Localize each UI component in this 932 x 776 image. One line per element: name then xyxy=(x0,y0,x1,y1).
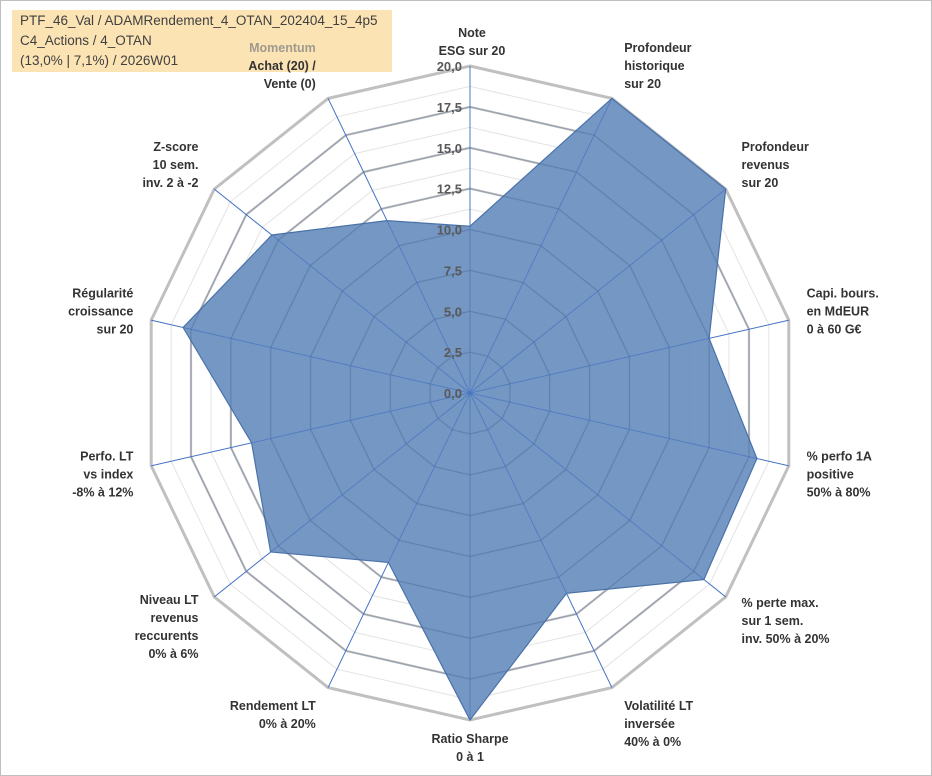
axis-label-line: sur 20 xyxy=(624,77,661,91)
axis-spoke-overlay xyxy=(151,392,471,467)
axis-label-line: sur 1 sem. xyxy=(742,614,804,628)
tick-label: 5,0 xyxy=(444,304,462,319)
axis-label-line: sur 20 xyxy=(742,176,779,190)
tick-label: 7,5 xyxy=(444,263,462,278)
axis-label: Volatilité LT inversée 40% à 0% xyxy=(624,699,693,749)
axis-label-line: 0 à 60 G€ xyxy=(807,323,862,337)
axis-label-line: sur 20 xyxy=(97,323,134,337)
portfolio-info-box: PTF_46_Val / ADAMRendement_4_OTAN_202404… xyxy=(12,10,392,72)
axis-label-line: revenus xyxy=(742,158,790,172)
axis-label-line: Perfo. LT xyxy=(80,449,134,463)
axis-label-line: croissance xyxy=(68,305,133,319)
axis-label: Régularité croissance sur 20 xyxy=(68,287,133,337)
axis-label-line: reccurents xyxy=(135,629,199,643)
axis-label-line: Profondeur xyxy=(624,41,691,55)
axis-label: Capi. bours. en MdEUR 0 à 60 G€ xyxy=(807,287,879,337)
axis-label-line: Niveau LT xyxy=(140,593,199,607)
axis-label-line: Momentum xyxy=(249,41,316,55)
axis-spoke-overlay xyxy=(151,319,471,394)
tick-label: 17,5 xyxy=(437,100,462,115)
axis-label: Ratio Sharpe 0 à 1 xyxy=(431,732,508,764)
radar-tick-labels: 0,0 2,5 5,0 7,5 10,0 12,5 15,0 17,5 20,0 xyxy=(437,59,462,401)
axis-label-line: inv. 2 à -2 xyxy=(142,176,198,190)
axis-spoke-overlay xyxy=(327,392,471,688)
axis-label-line: ESG sur 20 xyxy=(439,44,506,58)
tick-label: 12,5 xyxy=(437,182,462,197)
axis-label-line: Z-score xyxy=(153,140,198,154)
axis-label-line: % perte max. xyxy=(742,596,819,610)
axis-spoke-overlay xyxy=(469,98,613,394)
axis-label: Profondeur revenus sur 20 xyxy=(742,140,809,190)
axis-label: Perfo. LT vs index -8% à 12% xyxy=(72,449,134,499)
axis-spoke-overlay xyxy=(469,319,789,394)
axis-label-line: en MdEUR xyxy=(807,305,870,319)
axis-label-line: % perfo 1A xyxy=(807,449,872,463)
axis-spoke-overlay xyxy=(469,392,726,598)
axis-spoke-overlay xyxy=(214,392,471,598)
axis-label-line: Capi. bours. xyxy=(807,287,879,301)
axis-label: Rendement LT 0% à 20% xyxy=(230,699,316,731)
axis-label-line: inv. 50% à 20% xyxy=(742,632,830,646)
radar-axis-labels: Note ESG sur 20 Profondeur historique sur 20… xyxy=(68,26,879,764)
tick-label: 15,0 xyxy=(437,141,462,156)
axis-label-line: revenus xyxy=(151,611,199,625)
axis-spoke-overlay xyxy=(327,98,471,394)
axis-spoke-overlay xyxy=(469,392,613,688)
radar-series xyxy=(151,66,789,722)
axis-label-line: 0% à 20% xyxy=(259,717,316,731)
axis-label-line: Régularité xyxy=(72,287,133,301)
axis-label: % perte max. sur 1 sem. inv. 50% à 20% xyxy=(742,596,830,646)
tick-label: 0,0 xyxy=(444,386,462,401)
axis-label-line: 40% à 0% xyxy=(624,735,681,749)
tick-label: 20,0 xyxy=(437,59,462,74)
axis-label-line: positive xyxy=(807,467,854,481)
axis-label-line: Profondeur xyxy=(742,140,809,154)
axis-label-line: Note xyxy=(458,26,486,40)
axis-label-line: inversée xyxy=(624,717,675,731)
axis-label-line: historique xyxy=(624,59,684,73)
axis-label-line: Achat (20) / xyxy=(248,59,316,73)
axis-label-line: 0% à 6% xyxy=(148,647,198,661)
axis-spoke-overlay xyxy=(469,392,789,467)
axis-label-line: Vente (0) xyxy=(264,77,316,91)
tick-label: 10,0 xyxy=(437,223,462,238)
axis-spoke-overlay xyxy=(214,188,471,394)
axis-label-line: -8% à 12% xyxy=(72,485,133,499)
axis-label: Profondeur historique sur 20 xyxy=(624,41,691,91)
portfolio-category: C4_Actions / 4_OTAN xyxy=(20,33,152,48)
axis-label-line: Ratio Sharpe xyxy=(431,732,508,746)
axis-label: Niveau LT revenus reccurents 0% à 6% xyxy=(135,593,199,661)
axis-label-line: vs index xyxy=(83,467,133,481)
axis-label-line: Volatilité LT xyxy=(624,699,693,713)
axis-spoke-overlay xyxy=(469,188,726,394)
axis-label: Z-score 10 sem. inv. 2 à -2 xyxy=(142,140,198,190)
axis-label-line: 10 sem. xyxy=(153,158,199,172)
axis-label-line: 50% à 80% xyxy=(807,485,871,499)
axis-label: Momentum Achat (20) / Vente (0) xyxy=(248,41,316,91)
axis-label-line: 0 à 1 xyxy=(456,750,484,764)
portfolio-name: PTF_46_Val / ADAMRendement_4_OTAN_202404… xyxy=(20,13,378,28)
tick-label: 2,5 xyxy=(444,345,462,360)
axis-label: Note ESG sur 20 xyxy=(439,26,506,58)
portfolio-stats: (13,0% | 7,1%) / 2026W01 xyxy=(20,53,179,68)
axis-label-line: Rendement LT xyxy=(230,699,316,713)
axis-label: % perfo 1A positive 50% à 80% xyxy=(807,449,872,499)
